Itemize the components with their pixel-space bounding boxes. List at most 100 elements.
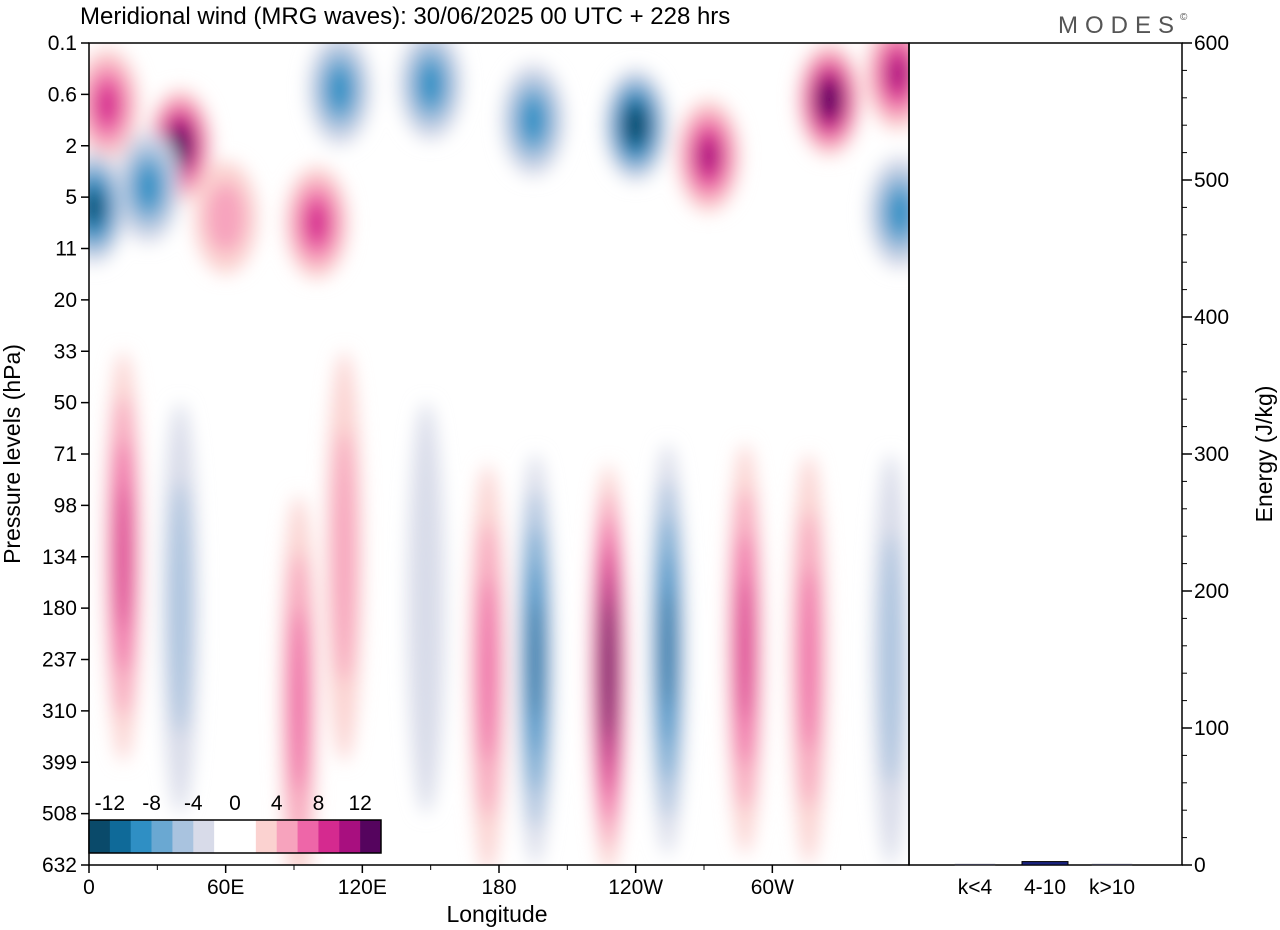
energy-bar-0 bbox=[954, 863, 996, 866]
chart-title: Meridional wind (MRG waves): 30/06/2025 … bbox=[80, 3, 730, 30]
colorbar-frame bbox=[88, 819, 382, 854]
colorbar-cell-5 bbox=[193, 820, 215, 853]
y-tick-label-5: 20 bbox=[54, 289, 77, 312]
energy-axis-label: Energy (J/kg) bbox=[1251, 386, 1277, 523]
colorbar-cell-10 bbox=[297, 820, 319, 853]
wind-contour-0-4 bbox=[96, 84, 119, 125]
y-tick-label-10: 134 bbox=[42, 546, 77, 569]
colorbar-cell-7 bbox=[235, 820, 257, 853]
pressure-axis: 0.1 0.6 2 5 11 20 33 50 71 98 134 180 237 310 399 508 63… bbox=[42, 32, 89, 877]
wind-contour-25-2 bbox=[879, 533, 902, 786]
energy-bar-2 bbox=[1091, 863, 1133, 866]
wind-feature-24 bbox=[790, 454, 827, 865]
energy-tick-label-5: 500 bbox=[1194, 169, 1229, 192]
energy-tick-label-6: 600 bbox=[1194, 32, 1229, 55]
y-tick-label-1: 0.6 bbox=[48, 83, 77, 106]
energy-tick-label-1: 100 bbox=[1194, 717, 1229, 740]
wind-contour-14-4 bbox=[116, 485, 130, 629]
x-tick-label-0: 0 bbox=[83, 876, 95, 899]
energy-category-label-2: k>10 bbox=[1089, 876, 1135, 899]
colorbar: -12 -8 -4 0 4 8 12 bbox=[88, 792, 382, 854]
wind-feature-12 bbox=[865, 43, 909, 131]
y-tick-label-2: 2 bbox=[65, 135, 77, 158]
colorbar-cell-4 bbox=[172, 820, 194, 853]
colorbar-cell-3 bbox=[151, 820, 173, 853]
colorbar-label-0: -12 bbox=[95, 792, 125, 815]
colorbar-label-1: -8 bbox=[142, 792, 161, 815]
colorbar-cell-11 bbox=[318, 820, 340, 853]
energy-tick-label-0: 0 bbox=[1194, 854, 1206, 877]
wind-contour-8-4 bbox=[522, 100, 545, 140]
y-tick-label-0: 0.1 bbox=[48, 32, 77, 55]
wind-feature-5 bbox=[284, 166, 349, 280]
wind-contour-21-7 bbox=[604, 626, 613, 714]
wind-feature-13 bbox=[868, 156, 909, 270]
wind-feature-25 bbox=[872, 454, 909, 865]
wind-contour-12-5 bbox=[888, 57, 907, 90]
wind-feature-16 bbox=[280, 495, 317, 865]
x-tick-label-3: 180 bbox=[481, 876, 516, 899]
wind-feature-3 bbox=[89, 150, 126, 264]
x-tick-label-5: 60W bbox=[751, 876, 794, 899]
colorbar-label-2: -4 bbox=[184, 792, 203, 815]
colorbar-cell-8 bbox=[255, 820, 278, 853]
colorbar-cell-12 bbox=[339, 820, 361, 853]
wind-feature-8 bbox=[501, 63, 566, 177]
longitude-axis: 0 60E 120E 180 120W 60W bbox=[83, 865, 842, 899]
x-tick-label-4: 120W bbox=[608, 876, 663, 899]
wind-contour-22-5 bbox=[662, 590, 673, 708]
wind-contour-11-7 bbox=[822, 87, 836, 112]
wind-contour-10-5 bbox=[699, 139, 718, 173]
wind-feature-6 bbox=[307, 43, 372, 146]
wind-feature-2 bbox=[116, 130, 181, 244]
wind-feature-14 bbox=[104, 351, 142, 763]
logo-text: MODES bbox=[1058, 12, 1181, 39]
wind-feature-7 bbox=[398, 43, 463, 141]
energy-tick-label-2: 200 bbox=[1194, 580, 1229, 603]
wind-feature-15 bbox=[161, 402, 199, 814]
x-tick-label-2: 120E bbox=[338, 876, 387, 899]
energy-categories: k<4 4-10 k>10 bbox=[958, 876, 1135, 899]
energy-tick-label-3: 300 bbox=[1194, 443, 1229, 466]
wind-feature-21 bbox=[590, 464, 627, 865]
y-tick-label-12: 237 bbox=[42, 649, 77, 672]
wind-contour-5-4 bbox=[305, 203, 328, 243]
wind-feature-0 bbox=[89, 48, 140, 162]
wind-feature-11 bbox=[797, 43, 862, 157]
colorbar-cell-6 bbox=[214, 820, 236, 853]
y-tick-label-6: 33 bbox=[54, 340, 77, 363]
wind-contour-15-2 bbox=[168, 481, 192, 735]
wind-features bbox=[89, 43, 909, 865]
modes-logo: MODES © bbox=[1058, 12, 1188, 39]
wind-contour-1-7 bbox=[173, 133, 187, 158]
colorbar-label-4: 4 bbox=[271, 792, 283, 815]
y-tick-label-7: 50 bbox=[54, 392, 77, 415]
y-tick-label-8: 71 bbox=[54, 443, 77, 466]
logo-mark: © bbox=[1180, 12, 1188, 23]
y-tick-label-9: 98 bbox=[54, 494, 77, 517]
colorbar-label-3: 0 bbox=[229, 792, 241, 815]
colorbar-label-6: 12 bbox=[348, 792, 371, 815]
wind-feature-20 bbox=[517, 454, 554, 865]
y-tick-label-15: 508 bbox=[42, 803, 77, 826]
wind-contour-2-4 bbox=[137, 167, 160, 207]
y-tick-label-3: 5 bbox=[65, 186, 77, 209]
wind-feature-19 bbox=[469, 464, 506, 865]
colorbar-cell-0 bbox=[89, 820, 111, 853]
x-axis-label: Longitude bbox=[446, 901, 547, 927]
wind-feature-22 bbox=[649, 443, 686, 855]
wind-contour-19-3 bbox=[479, 578, 496, 762]
energy-tick-label-4: 400 bbox=[1194, 306, 1229, 329]
y-tick-label-13: 310 bbox=[42, 700, 77, 723]
wind-contour-7-4 bbox=[419, 64, 442, 104]
wind-contour-16-3 bbox=[290, 609, 307, 792]
energy-axis: 0 100 200 300 400 500 600 bbox=[1182, 32, 1229, 877]
colorbar-cell-13 bbox=[360, 820, 382, 853]
contour-plot: 0.1 0.6 2 5 11 20 33 50 71 98 134 180 237 310 399 508 63… bbox=[0, 32, 910, 927]
wind-feature-10 bbox=[676, 99, 741, 213]
wind-feature-4 bbox=[193, 161, 258, 275]
y-tick-label-14: 399 bbox=[42, 751, 77, 774]
wind-feature-17 bbox=[325, 351, 363, 763]
y-tick-label-11: 180 bbox=[42, 597, 77, 620]
